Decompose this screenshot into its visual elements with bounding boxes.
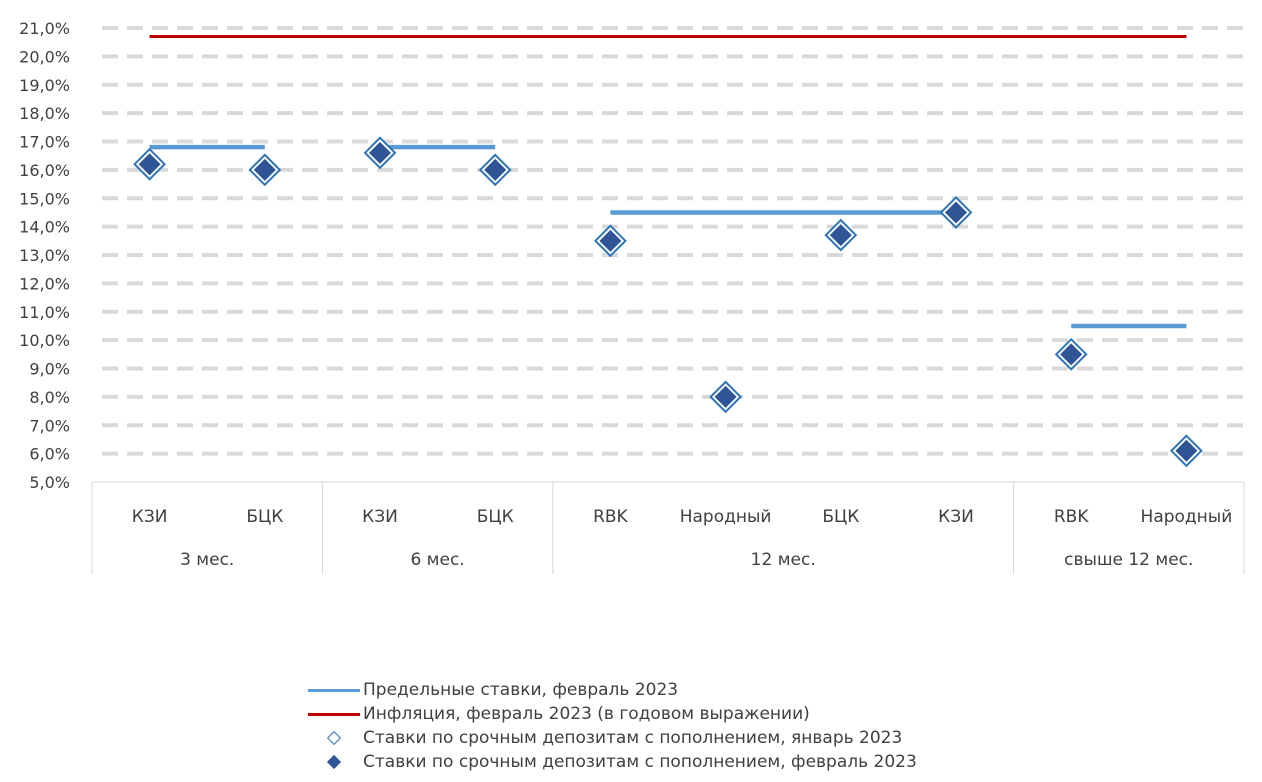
legend-label: Ставки по срочным депозитам с пополнение… (363, 752, 917, 772)
legend-label: Инфляция, февраль 2023 (в годовом выраже… (363, 704, 810, 724)
y-axis: 5,0% 6,0% 7,0% 8,0% 9,0% 10,0% 11,0% 12,0% 13,0%… (19, 19, 70, 492)
x-tick-label: КЗИ (362, 507, 398, 527)
chart-area: 5,0% 6,0% 7,0% 8,0% 9,0% 10,0% 11,0% 12,0% 13,0%… (19, 19, 1245, 574)
marker-february (484, 158, 507, 181)
y-tick-label: 14,0% (19, 218, 70, 237)
hollow-diamond-icon (326, 730, 342, 746)
x-axis: КЗИ БЦК КЗИ БЦК RBK Народный БЦК КЗИ RBK Народный… (91, 481, 1245, 574)
x-tick-label: БЦК (477, 507, 514, 527)
series-lines (149, 35, 1187, 329)
marker-february (253, 158, 276, 181)
y-tick-label: 7,0% (29, 416, 70, 435)
legend-item-inflation: Инфляция, февраль 2023 (в годовом выраже… (305, 702, 917, 726)
legend-label: Предельные ставки, февраль 2023 (363, 680, 679, 700)
legend-item-limit-rates: Предельные ставки, февраль 2023 (305, 678, 917, 702)
legend-swatch-limit-rates (305, 678, 363, 702)
legend-line-red (308, 712, 360, 716)
x-tick-label: БЦК (822, 507, 859, 527)
x-tick-label: Народный (1141, 507, 1233, 527)
legend: Предельные ставки, февраль 2023 Инфляция… (305, 678, 917, 774)
x-tick-label: БЦК (246, 507, 283, 527)
marker-february (714, 385, 737, 408)
group-label: 3 мес. (180, 550, 234, 570)
x-tick-label: RBK (1054, 507, 1089, 527)
series-markers (133, 136, 1203, 468)
y-tick-label: 17,0% (19, 133, 70, 152)
legend-swatch-inflation (305, 702, 363, 726)
marker-february (1175, 439, 1198, 462)
y-tick-label: 9,0% (29, 360, 70, 379)
filled-diamond-icon (326, 754, 342, 770)
x-tick-label: КЗИ (132, 507, 168, 527)
marker-february (599, 229, 622, 252)
marker-february (369, 141, 391, 164)
gridlines (102, 26, 1244, 456)
y-tick-label: 18,0% (19, 104, 70, 123)
legend-item-january: Ставки по срочным депозитам с пополнение… (305, 726, 917, 750)
y-tick-label: 16,0% (19, 161, 70, 180)
y-tick-label: 11,0% (19, 303, 70, 322)
legend-swatch-january (305, 726, 363, 750)
y-tick-label: 8,0% (29, 388, 70, 407)
group-label: 6 мес. (410, 550, 464, 570)
x-tick-label: КЗИ (938, 507, 974, 527)
y-tick-label: 20,0% (19, 47, 70, 66)
group-label: свыше 12 мес. (1064, 550, 1193, 570)
y-tick-label: 12,0% (19, 274, 70, 293)
x-tick-label: Народный (680, 507, 772, 527)
y-tick-label: 6,0% (29, 445, 70, 464)
y-tick-label: 15,0% (19, 189, 70, 208)
legend-swatch-february (305, 750, 363, 774)
x-tick-label: RBK (593, 507, 628, 527)
legend-label: Ставки по срочным депозитам с пополнение… (363, 728, 903, 748)
legend-line-blue (308, 688, 360, 692)
legend-item-february: Ставки по срочным депозитам с пополнение… (305, 750, 917, 774)
marker-february (829, 224, 852, 247)
y-tick-label: 19,0% (19, 76, 70, 95)
y-tick-label: 10,0% (19, 331, 70, 350)
marker-february (1060, 343, 1083, 366)
y-tick-label: 5,0% (29, 473, 70, 492)
marker-february (138, 153, 161, 176)
marker-february (945, 201, 967, 224)
y-tick-label: 13,0% (19, 246, 70, 265)
group-label: 12 мес. (751, 550, 816, 570)
y-tick-label: 21,0% (19, 19, 70, 38)
